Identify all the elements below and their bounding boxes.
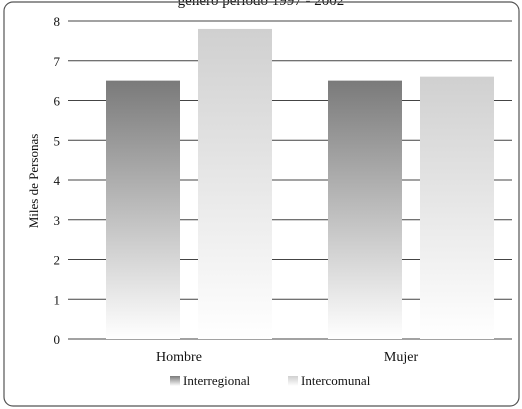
y-tick-label-2: 2 bbox=[54, 253, 61, 268]
category-labels: Hombre Mujer bbox=[156, 350, 418, 365]
y-tick-label-6: 6 bbox=[54, 94, 61, 109]
y-tick-label-4: 4 bbox=[54, 173, 61, 188]
y-tick-label-7: 7 bbox=[54, 54, 61, 69]
bar-interregional-mujer bbox=[328, 80, 402, 339]
category-label-hombre: Hombre bbox=[156, 350, 202, 365]
chart-title: género periodo 1997 - 2002 bbox=[178, 0, 345, 9]
legend-swatch-interregional bbox=[170, 376, 180, 386]
bar-interregional-hombre bbox=[106, 80, 180, 339]
y-tick-label-8: 8 bbox=[54, 14, 61, 29]
legend-label-intercomunal: Intercomunal bbox=[301, 373, 371, 388]
legend: Interregional Intercomunal bbox=[170, 373, 371, 388]
y-axis-title: Miles de Personas bbox=[26, 134, 41, 229]
category-label-mujer: Mujer bbox=[384, 350, 419, 365]
bar-intercomunal-hombre bbox=[198, 28, 272, 339]
y-tick-label-1: 1 bbox=[54, 292, 61, 307]
legend-swatch-intercomunal bbox=[288, 376, 298, 386]
y-tick-label-5: 5 bbox=[54, 133, 61, 148]
y-tick-label-3: 3 bbox=[54, 213, 61, 228]
y-tick-label-0: 0 bbox=[54, 332, 61, 347]
legend-label-interregional: Interregional bbox=[183, 373, 251, 388]
y-tick-labels: 0 1 2 3 4 5 6 7 8 bbox=[54, 14, 61, 347]
chart-border bbox=[3, 1, 520, 407]
bars bbox=[106, 28, 494, 340]
bar-intercomunal-mujer bbox=[420, 76, 494, 340]
